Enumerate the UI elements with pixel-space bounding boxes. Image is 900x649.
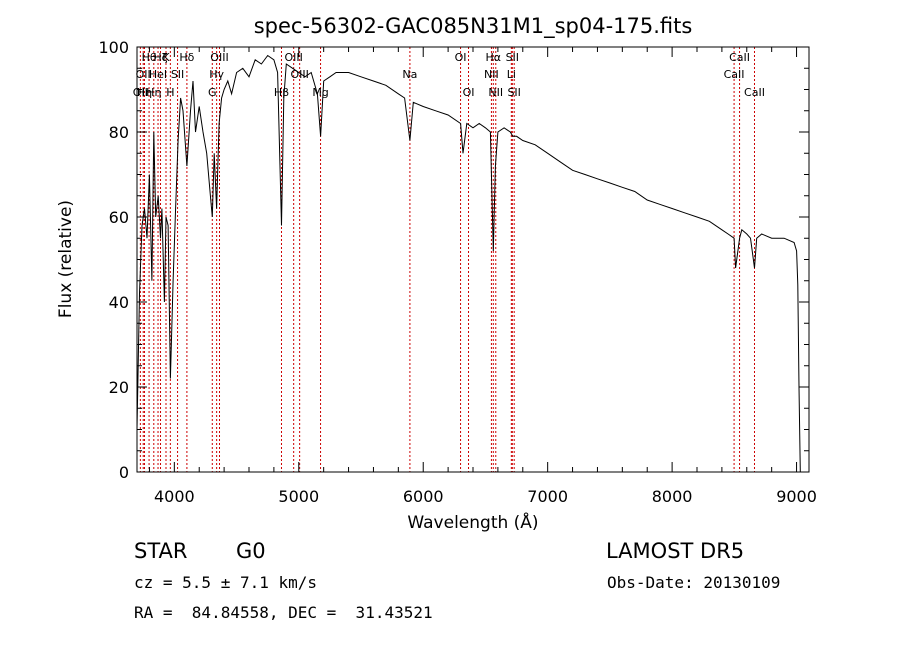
line-marker-label-3: Hθ xyxy=(142,51,157,64)
plot-frame xyxy=(136,46,810,473)
x-tick-label-5: 9000 xyxy=(776,487,817,506)
line-marker-label-16: OIII xyxy=(290,68,308,81)
chart-title: spec-56302-GAC085N31M1_sp04-175.fits xyxy=(254,14,693,39)
line-marker-label-28: CaII xyxy=(729,51,750,64)
line-marker-label-22: Hα xyxy=(486,51,502,64)
coordinates: RA = 84.84558, DEC = 31.43521 xyxy=(134,603,433,622)
y-axis: 0 20 40 60 80 100 xyxy=(98,38,809,482)
y-tick-label-0: 0 xyxy=(119,463,129,482)
line-marker-label-11: G xyxy=(208,86,217,99)
line-marker-label-20: OI xyxy=(463,86,475,99)
x-axis-label: Wavelength (Å) xyxy=(407,511,538,533)
line-marker-label-6: Hζ xyxy=(153,51,167,64)
object-class: STAR xyxy=(134,539,188,563)
survey-name: LAMOST DR5 xyxy=(606,539,745,563)
line-marker-label-27: CaII xyxy=(724,68,745,81)
spectrum-line xyxy=(136,54,801,473)
object-subclass: G0 xyxy=(236,539,266,563)
x-axis: 4000 5000 6000 7000 8000 9000 xyxy=(148,47,817,506)
y-tick-label-5: 100 xyxy=(98,38,129,57)
line-marker-label-7: K xyxy=(162,51,170,64)
line-marker-label-23: NII xyxy=(488,86,503,99)
y-tick-label-3: 60 xyxy=(109,208,129,227)
line-markers xyxy=(139,47,755,472)
line-marker-label-10: Hδ xyxy=(179,51,194,64)
x-tick-label-3: 7000 xyxy=(527,487,568,506)
line-marker-label-19: OI xyxy=(455,51,467,64)
line-marker-label-18: Na xyxy=(402,68,417,81)
line-marker-label-24: Li xyxy=(507,68,516,81)
x-tick-label-0: 4000 xyxy=(154,487,195,506)
line-marker-label-13: OIII xyxy=(210,51,228,64)
line-marker-label-15: OIII xyxy=(284,51,302,64)
x-tick-label-4: 8000 xyxy=(652,487,693,506)
line-marker-label-1: OII xyxy=(136,68,151,81)
x-tick-label-1: 5000 xyxy=(278,487,319,506)
y-axis-label: Flux (relative) xyxy=(56,200,76,318)
y-tick-label-1: 20 xyxy=(109,378,129,397)
line-marker-label-9: SII xyxy=(171,68,184,81)
y-tick-label-2: 40 xyxy=(109,293,129,312)
line-marker-labels: OIIOIIHηHθHηHeIHζKHSIIHδGHγOIIIHβOIIIOII… xyxy=(133,51,765,99)
line-marker-label-26: SII xyxy=(507,86,520,99)
line-marker-label-21: NII xyxy=(484,68,499,81)
line-marker-label-4: Hη xyxy=(146,86,161,99)
line-marker-label-14: Hβ xyxy=(274,86,289,99)
line-marker-label-8: H xyxy=(166,86,174,99)
x-tick-label-2: 6000 xyxy=(403,487,444,506)
y-tick-label-4: 80 xyxy=(109,123,129,142)
line-marker-label-5: HeI xyxy=(149,68,167,81)
line-marker-label-25: SII xyxy=(506,51,519,64)
line-marker-label-17: Mg xyxy=(312,86,328,99)
line-marker-label-12: Hγ xyxy=(209,68,224,81)
redshift-velocity: cz = 5.5 ± 7.1 km/s xyxy=(134,573,318,592)
observation-date: Obs-Date: 20130109 xyxy=(607,573,781,592)
line-marker-label-29: CaII xyxy=(744,86,765,99)
